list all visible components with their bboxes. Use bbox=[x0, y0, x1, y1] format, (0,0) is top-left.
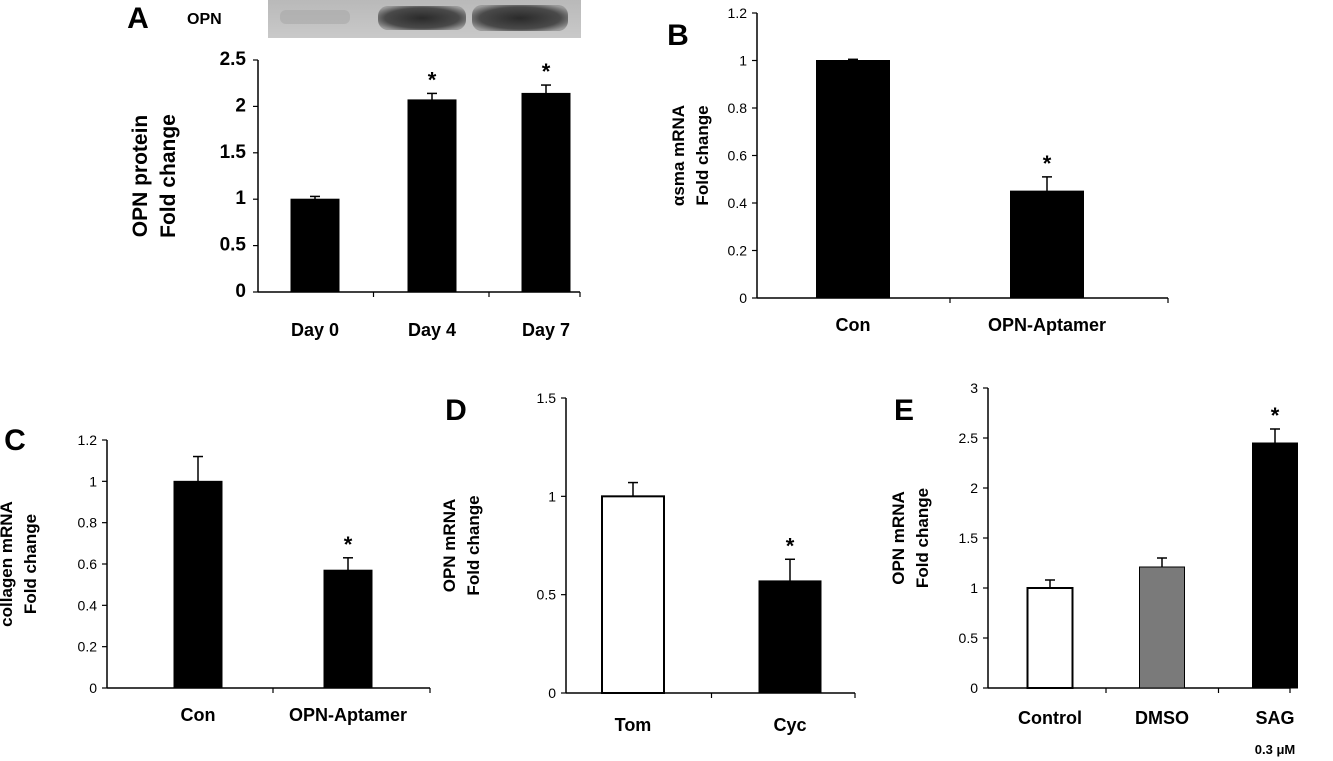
y-axis-title-line1: OPN mRNA bbox=[889, 491, 908, 585]
panel-c: C 0 0.2 0.4 0.6 0.8 1 1.2 Con * OPN-Aptamer collage… bbox=[0, 424, 431, 725]
significance-marker: * bbox=[344, 532, 353, 557]
category-label: Con bbox=[836, 315, 871, 335]
y-tick-label: 0.2 bbox=[728, 243, 748, 259]
y-tick-label: 2.5 bbox=[220, 49, 247, 70]
category-label: Day 7 bbox=[522, 320, 570, 340]
category-label: OPN-Aptamer bbox=[988, 315, 1106, 335]
bar bbox=[521, 92, 571, 293]
y-axis-title-line1: OPN mRNA bbox=[440, 499, 459, 593]
y-tick-label: 1.5 bbox=[959, 530, 979, 546]
category-sublabel: 0.3 μM bbox=[1255, 742, 1295, 757]
bar bbox=[758, 580, 822, 694]
panel-d: D 0 0.5 1 1.5 Tom * Cyc OPN mRNA Fold change bbox=[440, 390, 856, 735]
bar bbox=[816, 60, 890, 299]
panel-e: E 0 0.5 1 1.5 2 2.5 3 Control DMSO * SAG 0.3 μM OPN m… bbox=[889, 380, 1298, 757]
blot-band-day4 bbox=[378, 6, 466, 30]
y-tick-label: 0.8 bbox=[728, 100, 748, 116]
category-label: Control bbox=[1018, 708, 1082, 728]
y-tick-label: 0 bbox=[739, 290, 747, 306]
y-tick-label: 2 bbox=[235, 95, 246, 116]
y-tick-label: 1 bbox=[739, 53, 747, 69]
bar bbox=[1010, 190, 1084, 299]
bar bbox=[407, 99, 457, 293]
y-tick-label: 0.6 bbox=[78, 556, 98, 572]
y-axis-title-line2: Fold change bbox=[157, 114, 180, 238]
blot-band-day0 bbox=[280, 10, 350, 24]
category-label: SAG bbox=[1255, 708, 1294, 728]
y-tick-label: 0 bbox=[548, 685, 556, 701]
y-axis-title-line1: collagen mRNA bbox=[0, 501, 16, 627]
panel-letter-c: C bbox=[4, 424, 26, 457]
y-tick-label: 0.5 bbox=[220, 235, 247, 256]
category-label: OPN-Aptamer bbox=[289, 705, 407, 725]
blot-band-day7 bbox=[472, 5, 568, 31]
bar bbox=[1252, 442, 1298, 689]
panel-letter-a: A bbox=[127, 2, 149, 35]
y-tick-label: 2.5 bbox=[959, 430, 979, 446]
y-tick-label: 0.8 bbox=[78, 515, 98, 531]
category-label: Tom bbox=[615, 715, 652, 735]
category-label: Con bbox=[181, 705, 216, 725]
significance-marker: * bbox=[428, 67, 437, 92]
y-tick-label: 0.5 bbox=[537, 587, 557, 603]
y-tick-label: 0 bbox=[235, 281, 246, 302]
category-label: DMSO bbox=[1135, 708, 1189, 728]
y-tick-label: 1.5 bbox=[537, 390, 557, 406]
y-tick-label: 1 bbox=[970, 580, 978, 596]
y-tick-label: 0.2 bbox=[78, 639, 98, 655]
y-axis-title-line1: αsma mRNA bbox=[669, 105, 688, 206]
blot-label: OPN bbox=[187, 11, 222, 28]
bar bbox=[601, 495, 665, 695]
significance-marker: * bbox=[1043, 151, 1052, 176]
y-tick-label: 0.4 bbox=[78, 597, 98, 613]
y-axis-title-line2: Fold change bbox=[21, 514, 40, 614]
bar bbox=[1139, 566, 1185, 689]
panel-letter-b: B bbox=[667, 19, 689, 52]
y-tick-label: 1.2 bbox=[728, 5, 748, 21]
y-axis-title-line2: Fold change bbox=[693, 105, 712, 205]
y-tick-label: 1.2 bbox=[78, 432, 98, 448]
panel-a: A 0 0.5 1 1.5 2 2.5 Day 0 * Day 4 * Day 7 OPN protei… bbox=[127, 2, 581, 340]
category-label: Day 0 bbox=[291, 320, 339, 340]
bar bbox=[1026, 587, 1074, 689]
western-blot-image bbox=[268, 0, 581, 38]
y-tick-label: 1 bbox=[548, 488, 556, 504]
y-axis-title-line2: Fold change bbox=[913, 488, 932, 588]
y-tick-label: 2 bbox=[970, 480, 978, 496]
y-axis-title-line2: Fold change bbox=[464, 495, 483, 595]
y-tick-label: 0 bbox=[89, 680, 97, 696]
significance-marker: * bbox=[786, 533, 795, 558]
panel-letter-d: D bbox=[445, 394, 467, 427]
y-tick-label: 0 bbox=[970, 680, 978, 696]
category-label: Day 4 bbox=[408, 320, 456, 340]
y-tick-label: 1.5 bbox=[220, 142, 247, 163]
significance-marker: * bbox=[542, 59, 551, 84]
y-axis-title-line1: OPN protein bbox=[129, 115, 152, 238]
y-tick-label: 0.6 bbox=[728, 148, 748, 164]
bar bbox=[323, 569, 373, 689]
bar bbox=[173, 480, 223, 689]
significance-marker: * bbox=[1271, 403, 1280, 428]
category-label: Cyc bbox=[773, 715, 806, 735]
y-tick-label: 3 bbox=[970, 380, 978, 396]
y-tick-label: 0.5 bbox=[959, 630, 979, 646]
panel-b: B 0 0.2 0.4 0.6 0.8 1 1.2 Con * OPN-Aptamer αsma mR… bbox=[667, 5, 1169, 335]
y-tick-label: 1 bbox=[89, 473, 97, 489]
panel-letter-e: E bbox=[894, 394, 914, 427]
y-tick-label: 0.4 bbox=[728, 195, 748, 211]
bar bbox=[290, 198, 340, 293]
y-tick-label: 1 bbox=[235, 188, 246, 209]
